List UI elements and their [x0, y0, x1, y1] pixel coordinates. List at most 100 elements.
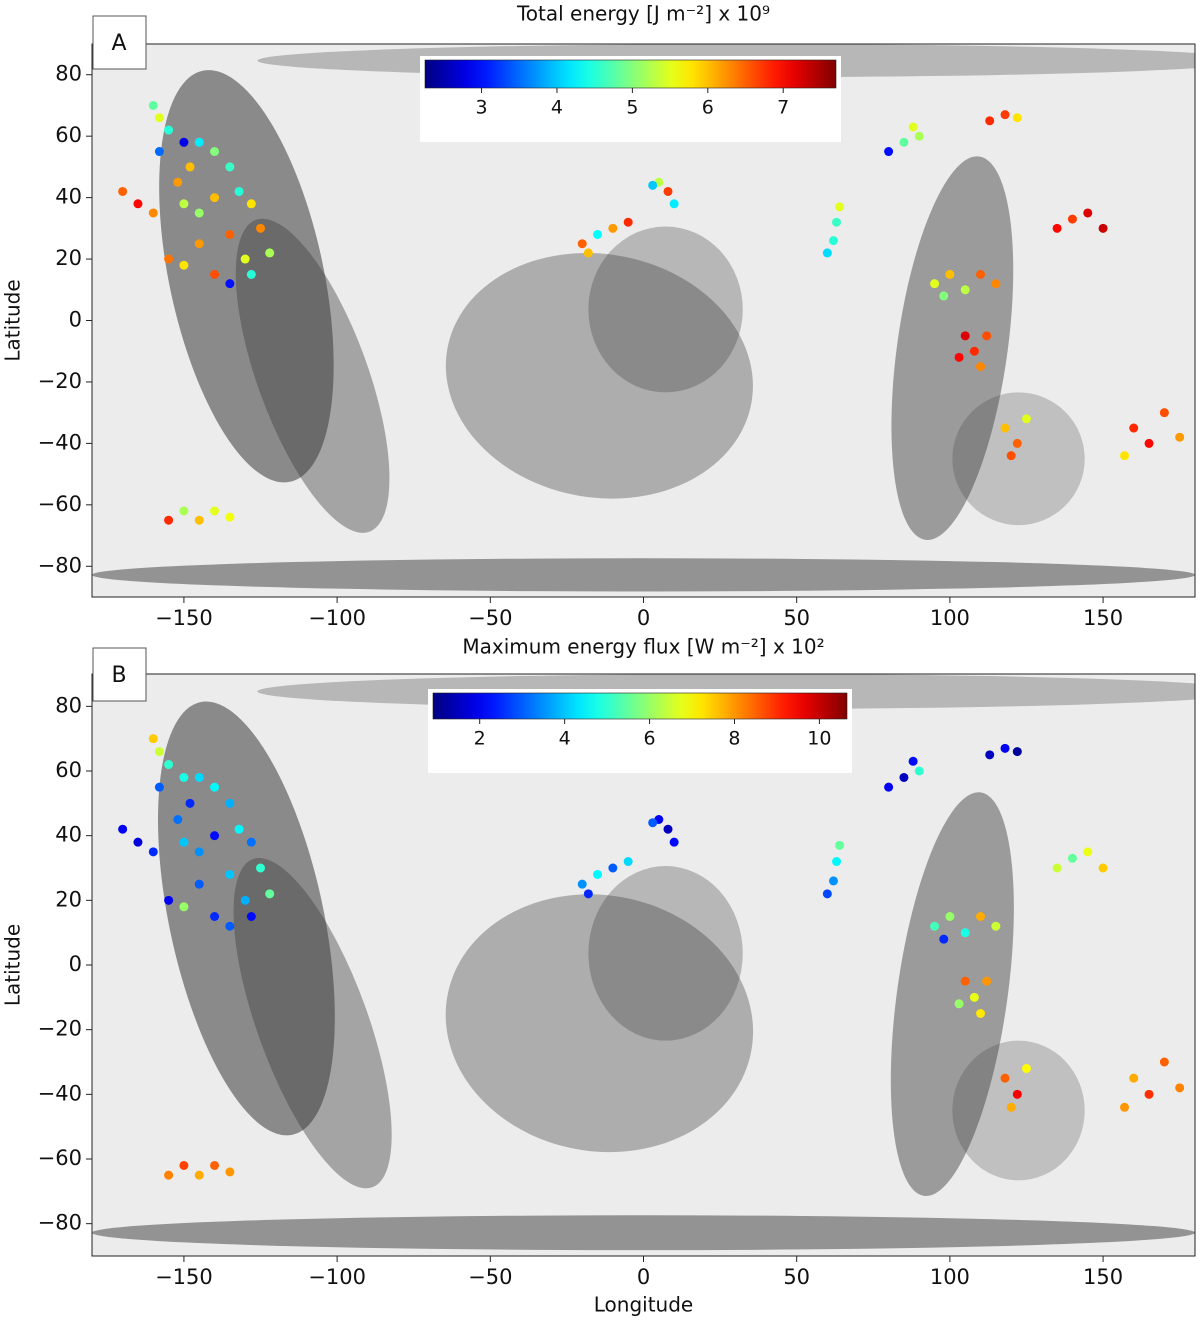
data-point: [179, 902, 189, 912]
data-point: [225, 279, 235, 289]
data-point: [985, 116, 995, 126]
data-point: [960, 285, 970, 295]
data-point: [179, 506, 189, 516]
data-point: [265, 889, 275, 899]
y-tick-label: −20: [38, 1017, 82, 1041]
data-point: [930, 921, 940, 931]
chart-title: Maximum energy flux [W m⁻²] x 10²: [462, 635, 824, 659]
data-point: [194, 772, 204, 782]
data-point: [185, 798, 195, 808]
data-point: [648, 818, 658, 828]
data-point: [884, 147, 894, 157]
data-point: [1098, 223, 1108, 233]
data-point: [133, 199, 143, 209]
data-point: [1021, 414, 1031, 424]
data-point: [985, 750, 995, 760]
data-point: [593, 869, 603, 879]
data-point: [954, 999, 964, 1009]
data-point: [1067, 853, 1077, 863]
data-point: [1012, 1089, 1022, 1099]
data-point: [577, 239, 587, 249]
x-tick-label: 50: [783, 1265, 810, 1289]
data-point: [1159, 1057, 1169, 1067]
data-point: [185, 162, 195, 172]
colorbar-tick-label: 5: [626, 97, 638, 119]
y-tick-label: −40: [38, 1081, 82, 1105]
terrain-shade: [445, 894, 754, 1153]
data-point: [194, 1170, 204, 1180]
data-point: [1083, 208, 1093, 218]
data-point: [832, 217, 842, 227]
data-point: [960, 976, 970, 986]
x-tick-label: −150: [155, 1265, 213, 1289]
colorbar: [424, 59, 837, 89]
data-point: [623, 857, 633, 867]
data-point: [930, 279, 940, 289]
data-point: [982, 331, 992, 341]
data-point: [1144, 1089, 1154, 1099]
data-point: [608, 863, 618, 873]
data-point: [133, 837, 143, 847]
data-point: [148, 847, 158, 857]
data-point: [669, 837, 679, 847]
y-tick-label: −60: [38, 492, 82, 516]
data-point: [899, 137, 909, 147]
data-point: [210, 147, 220, 157]
data-point: [1000, 1073, 1010, 1083]
terrain-shade: [952, 392, 1085, 526]
x-tick-label: −100: [308, 1265, 366, 1289]
data-point: [1006, 1102, 1016, 1112]
data-point: [210, 193, 220, 203]
x-tick-label: 0: [637, 1265, 650, 1289]
terrain-shade: [158, 701, 335, 1136]
data-point: [663, 824, 673, 834]
colorbar: [432, 692, 848, 720]
data-point: [210, 782, 220, 792]
data-point: [1000, 743, 1010, 753]
data-point: [234, 186, 244, 196]
data-point: [593, 229, 603, 239]
terrain-shade: [235, 218, 390, 533]
data-point: [225, 798, 235, 808]
data-point: [583, 248, 593, 258]
chart-title: Total energy [J m⁻²] x 10⁹: [516, 2, 770, 26]
x-tick-label: 150: [1083, 1265, 1123, 1289]
terrain-shade: [445, 253, 753, 499]
y-tick-label: 80: [55, 693, 82, 717]
data-point: [884, 782, 894, 792]
x-tick-label: −50: [468, 1265, 512, 1289]
x-tick-label: −50: [468, 606, 512, 630]
data-point: [154, 147, 164, 157]
data-point: [1012, 747, 1022, 757]
data-point: [256, 863, 266, 873]
data-point: [908, 122, 918, 132]
data-point: [1021, 1063, 1031, 1073]
y-tick-label: −80: [38, 553, 82, 577]
x-tick-label: −150: [155, 606, 213, 630]
data-point: [246, 269, 256, 279]
y-tick-label: 0: [69, 308, 82, 332]
data-point: [954, 352, 964, 362]
panel-label-box: [92, 15, 147, 70]
data-point: [225, 512, 235, 522]
data-point: [939, 291, 949, 301]
data-point: [976, 912, 986, 921]
data-point: [1129, 1073, 1139, 1083]
data-point: [194, 879, 204, 889]
x-tick-label: 150: [1083, 606, 1123, 630]
x-tick-label: 50: [783, 606, 810, 630]
data-point: [194, 515, 204, 525]
data-point: [991, 921, 1001, 931]
x-tick-label: −100: [308, 606, 366, 630]
data-point: [1000, 110, 1010, 120]
data-point: [1159, 408, 1169, 418]
colorbar-tick-label: 3: [476, 97, 488, 119]
data-point: [832, 857, 842, 867]
data-point: [225, 921, 235, 931]
data-point: [179, 260, 189, 270]
terrain-shade: [233, 858, 392, 1189]
data-point: [164, 1170, 174, 1180]
y-tick-label: 60: [55, 123, 82, 147]
data-point: [148, 100, 158, 110]
terrain-shade: [92, 558, 1195, 592]
